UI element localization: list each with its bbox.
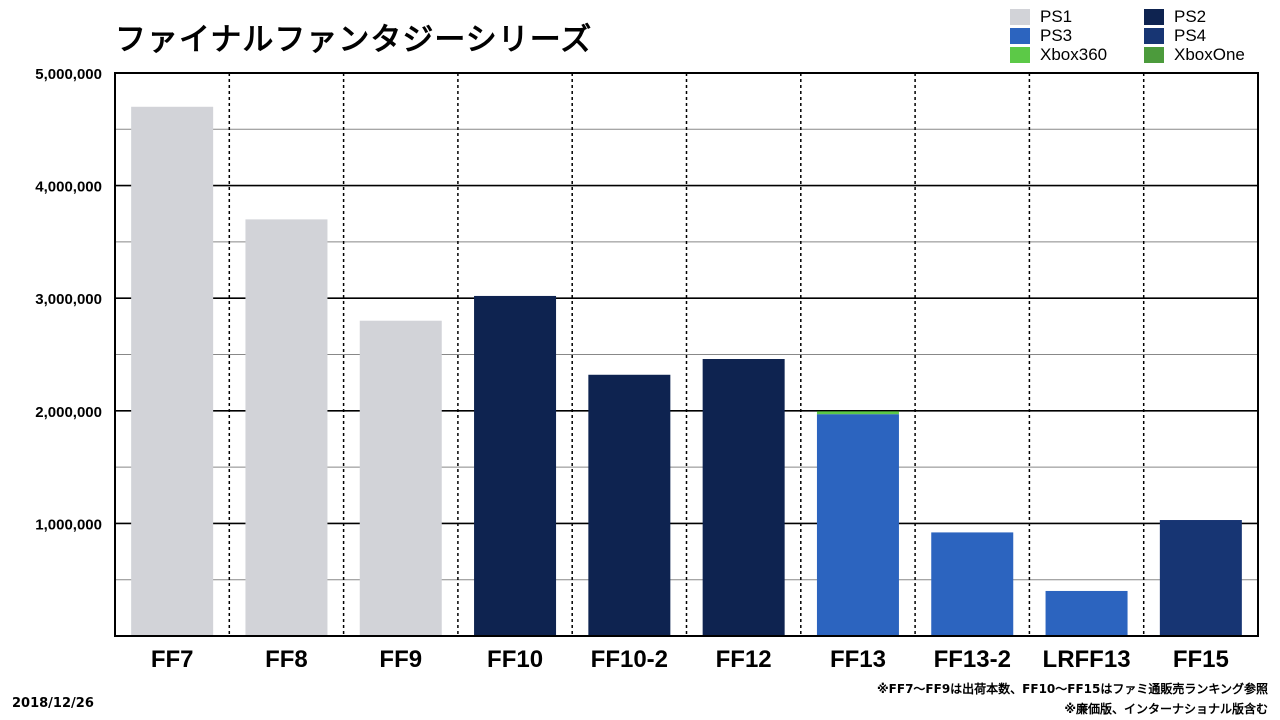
legend-item-ps2: PS2 [1144, 7, 1207, 26]
bar-ff8-ps1 [245, 219, 328, 636]
legend-item-xbox360: Xbox360 [1010, 45, 1108, 64]
y-tick-label: 2,000,000 [35, 404, 102, 421]
legend-swatch-ps4 [1144, 28, 1164, 44]
legend-label-ps2: PS2 [1174, 7, 1207, 26]
legend-item-ps4: PS4 [1144, 26, 1207, 45]
bar-ff13-xbox360 [816, 411, 899, 415]
legend-label-ps1: PS1 [1040, 7, 1073, 26]
bar-ff13-ps3 [816, 414, 899, 636]
bar-ff15-ps4 [1159, 520, 1242, 636]
bar-ff7-ps1 [131, 106, 214, 636]
legend-label-xbox360: Xbox360 [1040, 45, 1108, 64]
footnote-includes: ※廉価版、インターナショナル版含む [1064, 702, 1268, 716]
x-category-label: FF7 [151, 646, 194, 673]
legend-item-ps1: PS1 [1010, 7, 1073, 26]
x-category-label: FF12 [716, 646, 772, 673]
chart-title: ファイナルファンタジーシリーズ [115, 22, 593, 58]
chart-date: 2018/12/26 [12, 696, 94, 711]
footnote-source: ※FF7〜FF9は出荷本数、FF10〜FF15はファミ通販売ランキング参照 [877, 682, 1268, 696]
x-category-label: FF9 [379, 646, 422, 673]
y-tick-label: 4,000,000 [35, 179, 102, 196]
plot-frame [114, 72, 1259, 637]
y-tick-label: 5,000,000 [35, 66, 102, 83]
x-category-label: FF10 [487, 646, 543, 673]
legend-swatch-ps3 [1010, 28, 1030, 44]
legend-label-ps3: PS3 [1040, 26, 1073, 45]
legend-swatch-xboxone [1144, 47, 1164, 63]
legend-swatch-xbox360 [1010, 47, 1030, 63]
x-category-label: FF8 [265, 646, 308, 673]
legend-label-xboxone: XboxOne [1174, 45, 1245, 64]
legend-item-ps3: PS3 [1010, 26, 1073, 45]
bar-ff12-ps2 [702, 359, 785, 636]
legend-label-ps4: PS4 [1174, 26, 1207, 45]
bar-ff13-2-ps3 [931, 532, 1014, 636]
legend-swatch-ps1 [1010, 9, 1030, 25]
x-category-label: FF15 [1173, 646, 1229, 673]
bar-lrff13-ps3 [1045, 590, 1128, 636]
chart-legend: PS1 PS2 PS3 PS4 Xbox360 XboxOne [1010, 7, 1272, 66]
x-category-label: FF10-2 [591, 646, 668, 673]
y-tick-label: 3,000,000 [35, 291, 102, 308]
bar-ff10-2-ps2 [588, 374, 671, 636]
bar-ff9-ps1 [359, 320, 442, 636]
bar-ff10-ps2 [474, 295, 557, 636]
legend-item-xboxone: XboxOne [1144, 45, 1245, 64]
x-category-label: FF13 [830, 646, 886, 673]
x-category-label: LRFF13 [1043, 646, 1131, 673]
x-category-label: FF13-2 [934, 646, 1011, 673]
y-tick-label: 1,000,000 [35, 516, 102, 533]
legend-swatch-ps2 [1144, 9, 1164, 25]
